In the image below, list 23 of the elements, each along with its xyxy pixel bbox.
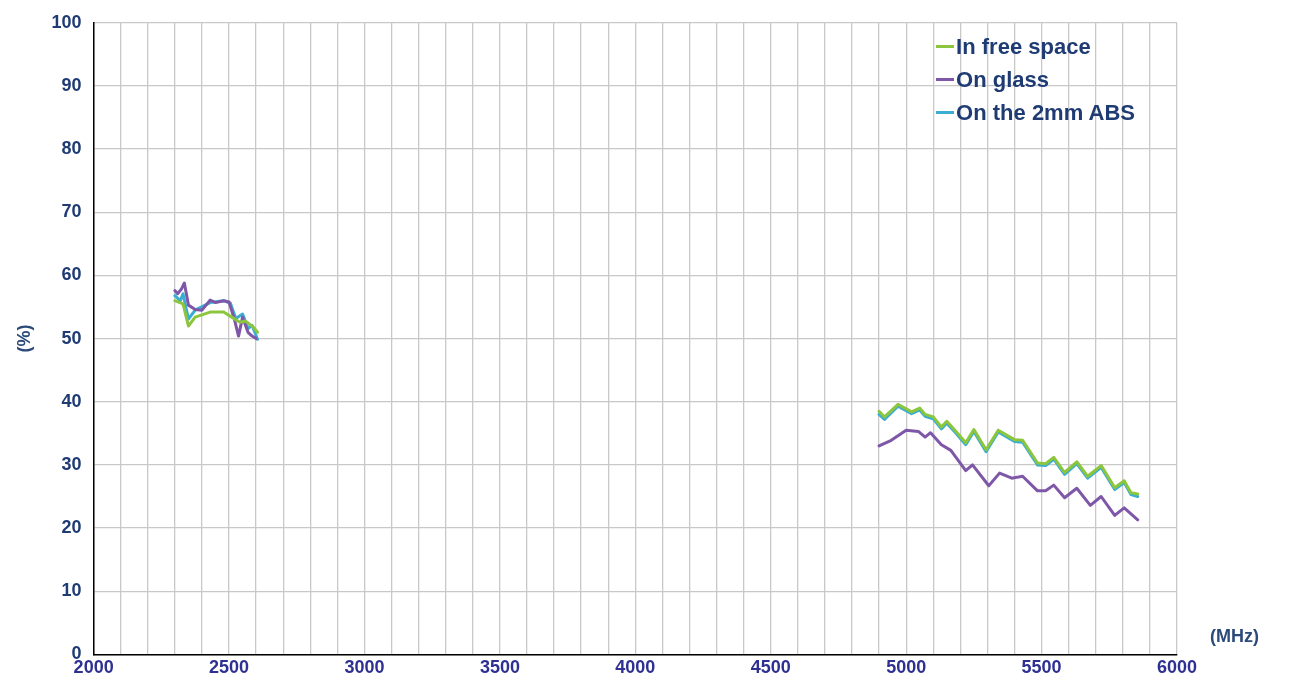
x-axis-title: (MHz) [1210,626,1259,647]
y-axis-title: (%) [13,324,34,353]
x-tick-label: 5000 [886,657,927,678]
y-tick-label: 60 [61,264,82,285]
x-tick-label: 3000 [344,657,385,678]
legend-label: On the 2mm ABS [956,99,1135,126]
x-tick-label: 2500 [209,657,250,678]
x-tick-label: 5500 [1021,657,1062,678]
legend-label: On glass [956,66,1050,93]
y-tick-label: 20 [61,517,82,538]
y-tick-label: 100 [51,11,82,32]
x-tick-label: 6000 [1156,657,1198,678]
y-tick-label: 80 [61,138,82,159]
legend-label: In free space [956,33,1091,60]
x-tick-label: 4500 [750,657,791,678]
y-tick-label: 70 [61,201,82,222]
y-tick-label: 50 [61,327,82,348]
x-tick-label: 3500 [479,657,520,678]
y-tick-label: 90 [61,74,82,95]
y-tick-label: 10 [61,580,82,601]
y-tick-label: 30 [61,453,82,474]
x-tick-label: 4000 [615,657,656,678]
y-tick-label: 40 [61,390,82,411]
